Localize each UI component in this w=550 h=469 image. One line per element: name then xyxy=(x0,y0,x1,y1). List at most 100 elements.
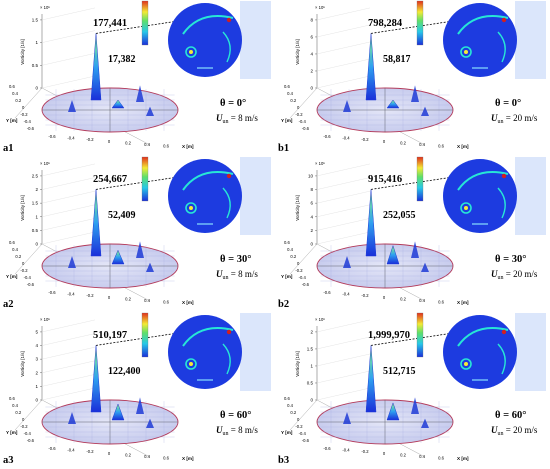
x-tick-label: 0 xyxy=(108,295,111,300)
z-gridline xyxy=(316,7,371,21)
inset-tip-vortex xyxy=(460,46,472,58)
x-tick-label: -0.4 xyxy=(342,136,350,141)
x-tick-label: 0.2 xyxy=(400,452,406,457)
z-gridline xyxy=(41,333,96,346)
y-tick-label: -0.6 xyxy=(302,126,310,131)
x-tick-label: -0.6 xyxy=(48,446,56,451)
inset-blade-wake xyxy=(457,171,509,191)
speed-label: Uun = 20 m/s xyxy=(491,425,538,437)
z-gridline xyxy=(41,218,96,231)
y-axis-label: Y [m] xyxy=(6,118,18,123)
peak-secondary-label: 252,055 xyxy=(383,210,416,221)
z-gridline xyxy=(316,370,371,384)
z-tick-label: 0 xyxy=(310,86,313,91)
speed-subscript: un xyxy=(223,275,229,281)
peak-spike-max xyxy=(365,189,377,257)
speed-symbol: U xyxy=(491,113,498,123)
y-tick-label: 0.6 xyxy=(9,396,15,401)
x-tick-label: -0.6 xyxy=(323,290,331,295)
blade-vortex-spike xyxy=(343,256,351,268)
z-tick-label: 2.5 xyxy=(32,173,39,178)
peak-spike-max xyxy=(90,345,102,413)
blade-vortex-spike xyxy=(136,397,144,414)
y-tick-label: 0.2 xyxy=(290,410,296,415)
peak-spike-secondary xyxy=(386,99,400,109)
inset-colorbar xyxy=(416,312,424,358)
peak-spike-secondary xyxy=(386,244,400,265)
panel-b3: 0 0.5 1 1.5 2 × 10⁶ Vorticity [1/s] -0.6 -0.4 -0.… xyxy=(278,312,546,466)
y-tick-label: 0.2 xyxy=(15,98,21,103)
y-tick-label: -0.4 xyxy=(299,431,307,436)
z-axis-label: Vorticity [1/s] xyxy=(20,39,25,65)
y-tick-label: 0.4 xyxy=(287,403,293,408)
speed-symbol: U xyxy=(216,113,223,123)
x-tick-label: 0.2 xyxy=(125,452,131,457)
x-tick-label: -0.4 xyxy=(342,448,350,453)
inset-blade-wake xyxy=(182,327,234,347)
speed-subscript: un xyxy=(498,119,504,125)
x-axis-label: X [m] xyxy=(182,144,194,149)
z-multiplier: × 10⁵ xyxy=(40,317,50,322)
inset-tip-vortex-core xyxy=(189,206,193,210)
blade-vortex-spike xyxy=(68,412,76,424)
inset-blade-wake xyxy=(222,187,231,219)
z-axis-label: Vorticity [1/s] xyxy=(20,195,25,221)
speed-value: = 20 m/s xyxy=(504,269,538,279)
z-gridline xyxy=(316,218,371,231)
panel-label: b3 xyxy=(278,455,289,466)
y-axis-baseline xyxy=(14,87,43,119)
x-tick-label: 0.2 xyxy=(400,296,406,301)
z-gridline xyxy=(316,58,371,72)
z-multiplier: × 10⁶ xyxy=(315,317,325,322)
inset-colorbar xyxy=(416,0,424,46)
z-tick-label: 1.5 xyxy=(32,201,39,206)
z-gridline xyxy=(316,231,371,245)
angle-label: θ = 30° xyxy=(220,254,251,265)
x-tick-label: 0.6 xyxy=(163,144,169,149)
y-tick-label: 0.6 xyxy=(284,84,290,89)
z-multiplier: × 10⁵ xyxy=(40,5,50,10)
peak-secondary-label: 122,400 xyxy=(108,366,141,377)
speed-subscript: un xyxy=(223,119,229,125)
z-gridline xyxy=(41,75,96,89)
inset-contour-disc xyxy=(168,3,242,77)
peak-secondary-label: 58,817 xyxy=(383,54,411,65)
x-axis-label: X [m] xyxy=(457,144,469,149)
x-tick-label: 0.4 xyxy=(144,142,150,147)
inset-peak-marker xyxy=(226,173,232,179)
x-tick-label: 0 xyxy=(108,451,111,456)
x-tick-label: 0.6 xyxy=(163,300,169,305)
blade-vortex-spike xyxy=(68,100,76,112)
angle-label: θ = 0° xyxy=(495,98,521,109)
y-axis-label: Y [m] xyxy=(6,274,18,279)
z-gridline xyxy=(316,336,371,350)
z-tick-label: 10 xyxy=(308,173,314,178)
z-tick-label: 0 xyxy=(35,242,38,247)
inset-peak-marker xyxy=(501,17,507,23)
y-tick-label: -0.2 xyxy=(20,268,28,273)
x-tick-label: 0.4 xyxy=(419,142,425,147)
panel-a1: 0 0.5 1 1.5 × 10⁵ Vorticity [1/s] -0.6 -0.4 -0.2… xyxy=(3,0,271,154)
angle-label: θ = 60° xyxy=(220,410,251,421)
blade-vortex-spike xyxy=(421,106,429,116)
z-tick-label: 0 xyxy=(310,398,313,403)
blade-vortex-spike xyxy=(421,262,429,272)
x-tick-label: 0 xyxy=(383,295,386,300)
z-tick-label: 8 xyxy=(310,17,313,22)
inset-colorbar xyxy=(141,312,149,358)
peak-max-label: 254,667 xyxy=(93,174,127,185)
y-tick-label: -0.2 xyxy=(295,424,303,429)
inset-tip-vortex xyxy=(185,46,197,58)
inset-tip-vortex xyxy=(460,202,472,214)
inset-peak-marker xyxy=(501,329,507,335)
y-tick-label: 0.2 xyxy=(290,254,296,259)
speed-label: Uun = 20 m/s xyxy=(491,269,538,281)
speed-label: Uun = 20 m/s xyxy=(491,113,538,125)
y-axis-baseline xyxy=(289,399,318,431)
inset-tip-vortex-core xyxy=(464,206,468,210)
blade-vortex-spike xyxy=(411,397,419,414)
z-axis-label: Vorticity [1/s] xyxy=(295,351,300,377)
y-tick-label: -0.2 xyxy=(295,112,303,117)
inset-background xyxy=(515,1,546,79)
y-tick-label: 0 xyxy=(22,417,25,422)
